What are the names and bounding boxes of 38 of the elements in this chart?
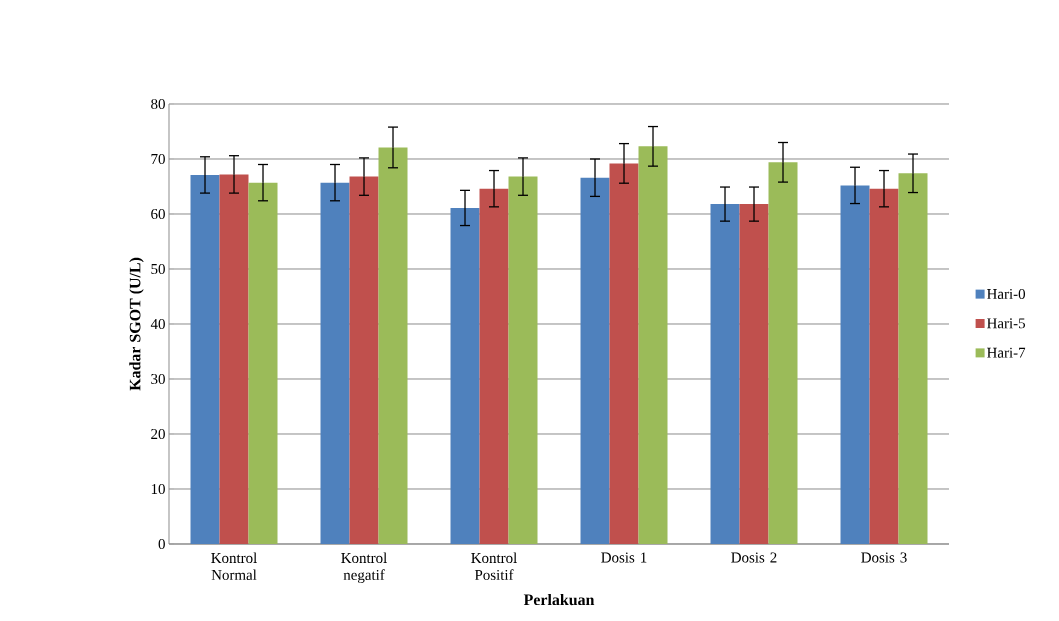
x-tick-label: Kontrol Normal (211, 552, 257, 580)
bar (219, 174, 249, 544)
y-tick-label: 0 (158, 538, 165, 550)
legend-label: Hari-7 (987, 347, 1026, 358)
y-tick-label: 60 (151, 208, 165, 220)
y-tick-label: 30 (151, 373, 165, 385)
bar (768, 162, 798, 544)
bar (190, 174, 220, 544)
x-tick-label: Dosis 3 (861, 552, 907, 563)
x-tick-label: Kontrol negatif (341, 552, 387, 584)
bar (349, 176, 379, 544)
bar (840, 185, 870, 544)
bar (450, 207, 480, 544)
x-axis-title: Perlakuan (523, 593, 595, 606)
y-axis-title: Kadar SGOT (U/L) (129, 257, 144, 391)
y-tick-label: 10 (151, 483, 165, 495)
bar (869, 188, 899, 544)
legend-label: Hari-0 (987, 288, 1026, 299)
x-tick-label: Dosis 2 (731, 552, 777, 563)
legend-label: Hari-5 (987, 318, 1026, 329)
y-tick-label: 40 (150, 318, 165, 330)
bar (479, 188, 509, 544)
y-tick-label: 50 (151, 263, 165, 275)
x-tick-label: Kontrol Positif (471, 552, 517, 580)
bar (609, 163, 639, 544)
bar (898, 173, 928, 544)
bar (320, 182, 350, 544)
bar (710, 204, 740, 544)
y-tick-label: 70 (151, 153, 165, 165)
bar (739, 204, 769, 544)
bar (378, 147, 408, 544)
y-tick-label: 80 (151, 98, 165, 110)
bar (248, 182, 278, 544)
x-tick-label: Dosis 1 (601, 552, 647, 563)
bar (508, 176, 538, 544)
bar (638, 146, 668, 544)
bar (580, 177, 610, 544)
y-tick-label: 20 (151, 428, 165, 440)
